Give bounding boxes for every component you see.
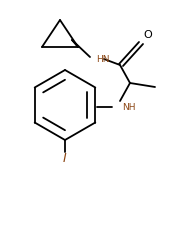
Text: O: O — [144, 30, 152, 40]
Text: HN: HN — [96, 56, 110, 65]
Text: NH: NH — [122, 103, 135, 112]
Text: I: I — [63, 151, 67, 164]
